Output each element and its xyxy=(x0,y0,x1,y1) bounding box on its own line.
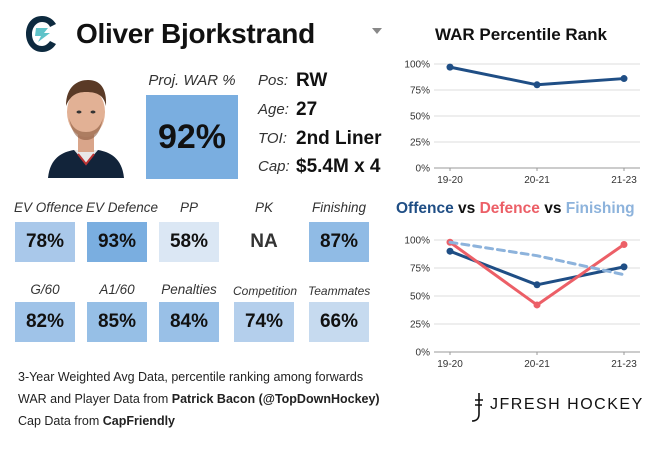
footer-cap-credit-prefix: Cap Data from xyxy=(18,414,103,428)
proj-war-label: Proj. WAR % xyxy=(148,72,236,89)
comparison-chart-series-line-finishing xyxy=(448,240,626,277)
metric-value-ev-defence: 93% xyxy=(87,222,147,262)
war-chart-y-tick-label: 100% xyxy=(404,60,430,71)
metric-label-a160: A1/60 xyxy=(99,282,135,297)
war-chart-y-tick-label: 25% xyxy=(410,138,430,149)
footer-war-credit-prefix: WAR and Player Data from xyxy=(18,392,172,406)
metric-label-ev-offence: EV Offence xyxy=(14,200,84,215)
comparison-chart-x-tick-label: 21-23 xyxy=(611,359,637,370)
metric-value-pk: NA xyxy=(234,222,294,262)
player-name: Oliver Bjorkstrand xyxy=(76,18,315,49)
info-label-toi: TOI: xyxy=(258,130,287,147)
footer-war-credit-source: Patrick Bacon (@TopDownHockey) xyxy=(171,392,380,406)
comparison-chart-title: Offence vs Defence vs Finishing xyxy=(396,200,635,218)
war-percentile-chart: 0% 25% 50% 75% 100% 19-20 20-21 21-23 xyxy=(404,60,640,186)
war-chart-x-tick-label: 21-23 xyxy=(611,175,637,186)
metric-value-g60: 82% xyxy=(15,302,75,342)
info-value-pos: RW xyxy=(296,70,328,91)
metric-label-pk: PK xyxy=(254,200,273,215)
metric-value-competition: 74% xyxy=(234,302,294,342)
comparison-chart-point-offence xyxy=(533,281,541,289)
comparison-chart-y-tick-label: 50% xyxy=(410,292,430,303)
comparison-chart-point-offence xyxy=(620,263,628,271)
info-label-age: Age: xyxy=(258,101,289,118)
legend-defence: Defence xyxy=(479,200,540,217)
info-value-toi: 2nd Liner xyxy=(296,128,382,149)
metric-label-penalties: Penalties xyxy=(161,282,217,297)
war-chart-y-tick-label: 50% xyxy=(410,112,430,123)
comparison-chart-point-offence xyxy=(446,247,454,255)
metric-label-pp: PP xyxy=(179,200,198,215)
footer-cap-credit-source: CapFriendly xyxy=(102,414,176,428)
info-value-age: 27 xyxy=(296,99,318,120)
footer-note: 3-Year Weighted Avg Data, percentile ran… xyxy=(18,370,364,384)
legend-offence: Offence xyxy=(396,200,454,217)
metric-value-finishing: 87% xyxy=(309,222,369,262)
metric-value-ev-offence: 78% xyxy=(15,222,75,262)
war-chart-y-tick-label: 0% xyxy=(416,164,431,175)
war-chart-x-tick-label: 19-20 xyxy=(437,175,463,186)
chevron-down-icon[interactable] xyxy=(372,28,382,34)
comparison-chart-y-tick-label: 75% xyxy=(410,264,430,275)
metric-value-a160: 85% xyxy=(87,302,147,342)
comparison-chart-y-tick-label: 25% xyxy=(410,320,430,331)
metric-label-finishing: Finishing xyxy=(311,200,367,215)
comparison-chart-y-tick-label: 0% xyxy=(416,348,431,359)
comparison-chart-point-defence xyxy=(533,301,541,309)
info-label-pos: Pos: xyxy=(258,72,289,89)
info-value-cap: $5.4M x 4 xyxy=(296,156,381,177)
offence-defence-finishing-chart: 0% 25% 50% 75% 100% 19-20 20-21 21-23 xyxy=(404,236,640,370)
comparison-chart-point-defence xyxy=(620,240,628,248)
war-chart-point-war xyxy=(446,63,454,71)
legend-vs-1: vs xyxy=(453,200,480,217)
metric-value-teammates: 66% xyxy=(309,302,369,342)
metric-label-g60: G/60 xyxy=(30,282,60,297)
footer-cap-credit: Cap Data from CapFriendly xyxy=(18,414,175,428)
player-photo xyxy=(44,68,128,178)
kraken-logo-icon xyxy=(26,16,56,52)
comparison-chart-x-tick-label: 20-21 xyxy=(524,359,550,370)
war-chart-x-tick-label: 20-21 xyxy=(524,175,550,186)
war-chart-title: WAR Percentile Rank xyxy=(435,25,607,44)
brand-name: JFRESH HOCKEY xyxy=(490,396,644,413)
legend-vs-2: vs xyxy=(539,200,566,217)
metric-value-pp: 58% xyxy=(159,222,219,262)
metric-label-competition: Competition xyxy=(233,284,298,298)
proj-war-value: 92% xyxy=(146,95,238,179)
comparison-chart-y-tick-label: 100% xyxy=(404,236,430,247)
war-chart-point-war xyxy=(533,81,541,89)
metric-value-penalties: 84% xyxy=(159,302,219,342)
metric-label-teammates: Teammates xyxy=(308,284,371,298)
metric-label-ev-defence: EV Defence xyxy=(86,200,159,215)
jfresh-logo-icon xyxy=(471,393,483,422)
war-chart-point-war xyxy=(620,75,628,83)
legend-finishing: Finishing xyxy=(565,200,635,217)
comparison-chart-x-tick-label: 19-20 xyxy=(437,359,463,370)
info-label-cap: Cap: xyxy=(258,158,290,175)
footer-war-credit: WAR and Player Data from Patrick Bacon (… xyxy=(18,392,380,406)
war-chart-y-tick-label: 75% xyxy=(410,86,430,97)
